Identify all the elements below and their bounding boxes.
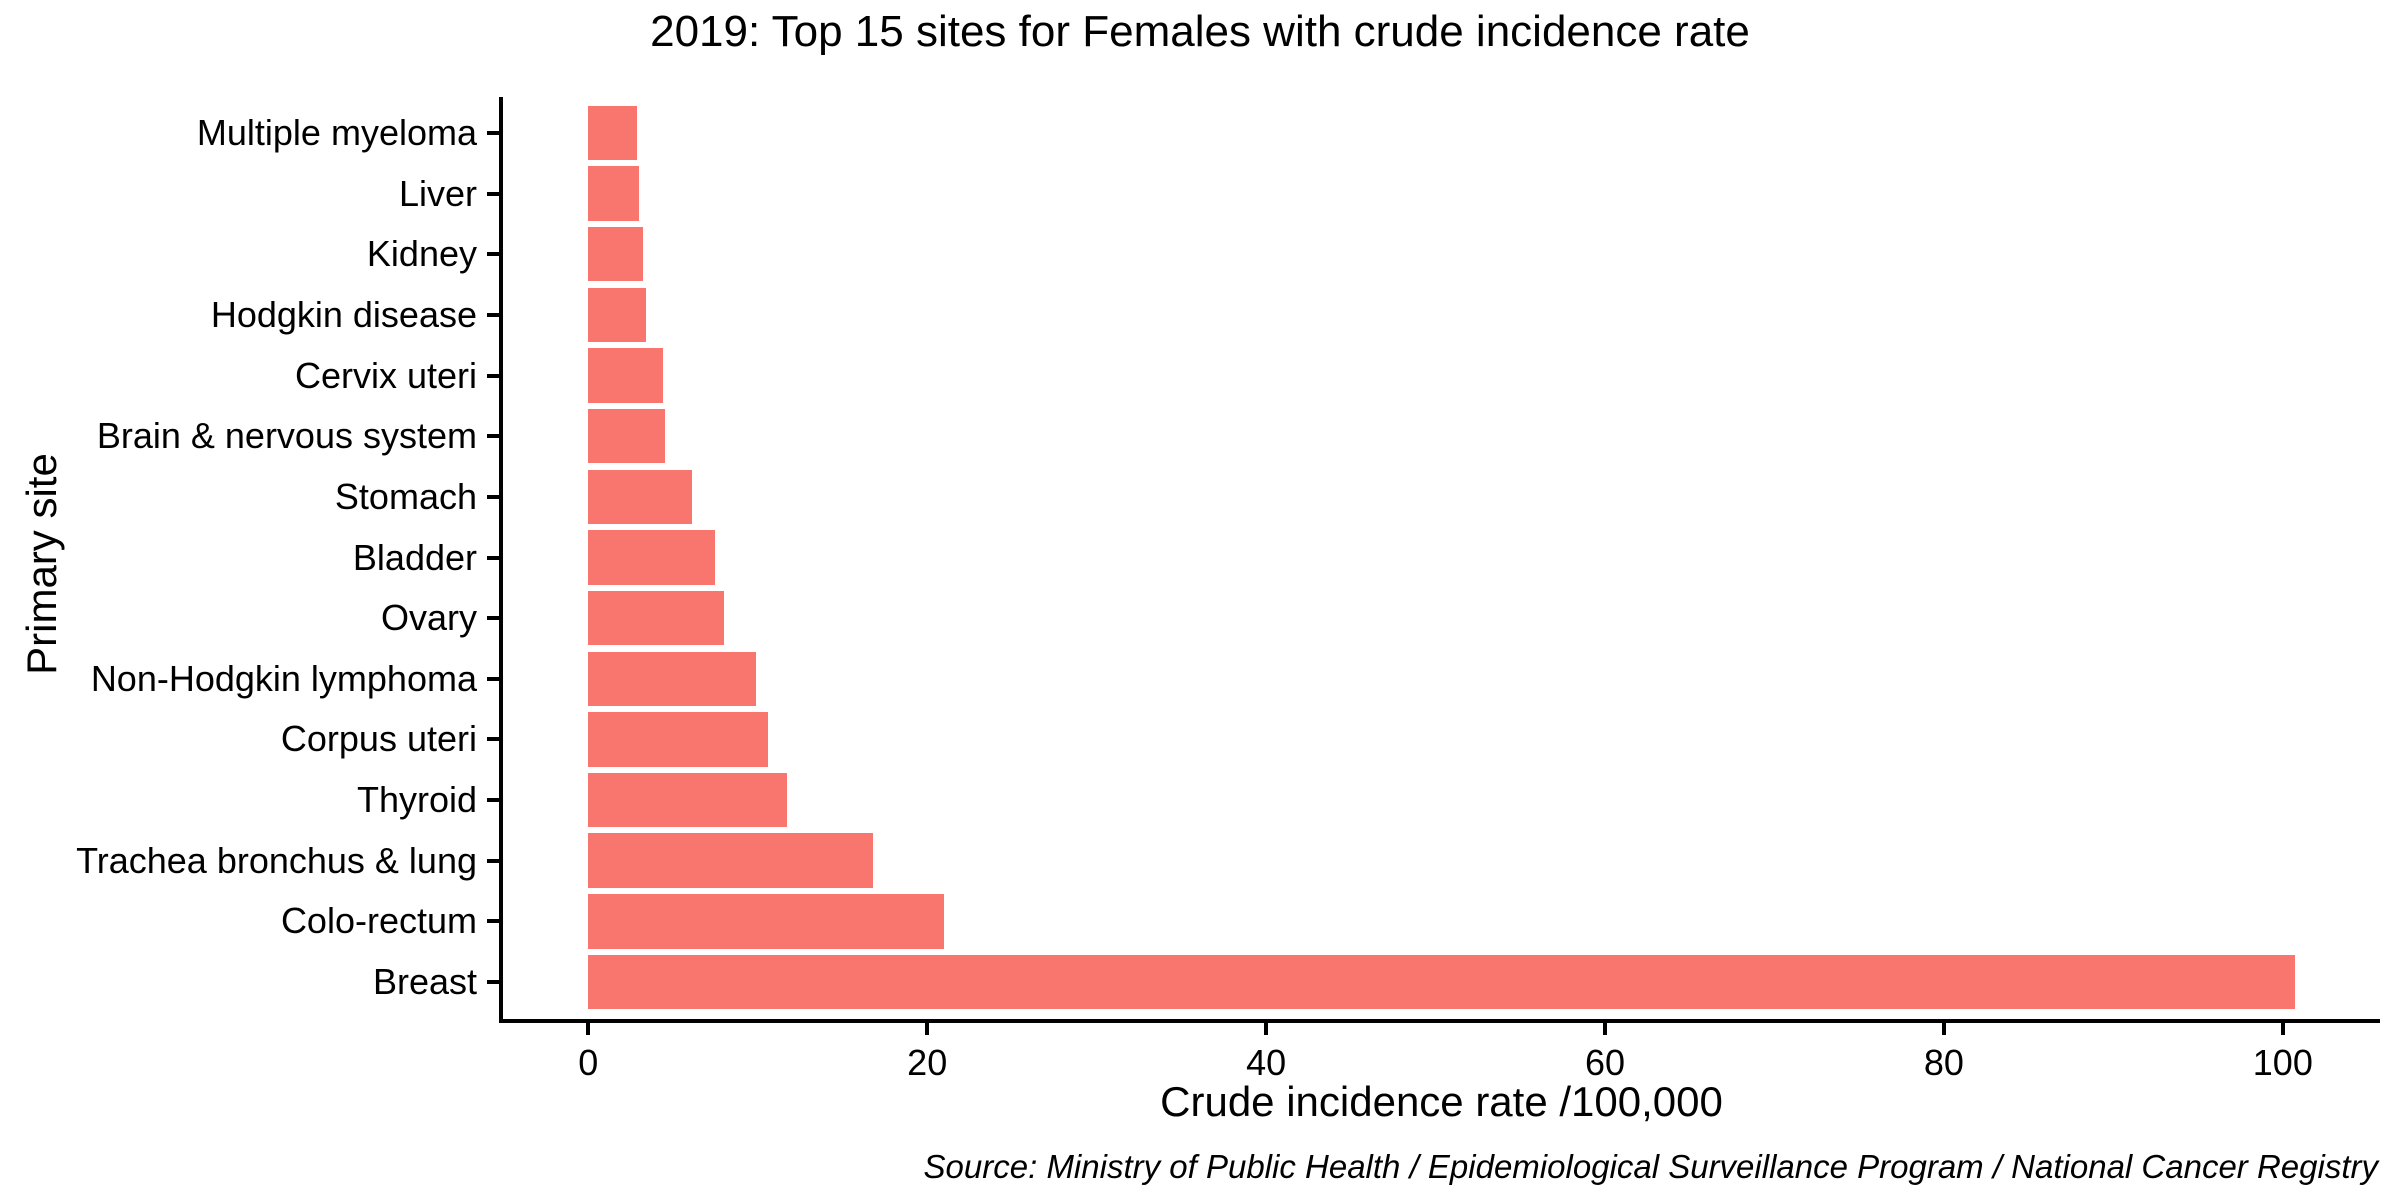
y-tick-mark xyxy=(487,737,499,742)
bar xyxy=(588,954,2295,1010)
y-tick-label: Breast xyxy=(372,961,477,1003)
bar xyxy=(588,894,945,949)
x-tick-label: 0 xyxy=(578,1041,599,1083)
bar xyxy=(588,469,692,525)
x-axis-title: Crude incidence rate /100,000 xyxy=(1160,1078,1723,1125)
y-tick-mark xyxy=(487,373,499,378)
y-tick-label: Stomach xyxy=(334,475,477,517)
y-tick-label: Kidney xyxy=(366,233,477,275)
y-tick-label: Colo-rectum xyxy=(280,900,477,942)
bar xyxy=(588,226,643,282)
y-tick-label: Trachea bronchus & lung xyxy=(76,839,477,881)
y-tick-mark xyxy=(487,919,499,924)
bar xyxy=(588,833,873,889)
y-tick-mark xyxy=(487,616,499,621)
y-tick-mark xyxy=(487,555,499,560)
y-tick-mark xyxy=(487,676,499,681)
bar xyxy=(588,712,768,767)
y-tick-mark xyxy=(487,252,499,257)
y-tick-mark xyxy=(487,494,499,499)
y-tick-label: Hodgkin disease xyxy=(210,293,477,335)
y-axis-line xyxy=(499,96,503,1023)
source-note: Source: Ministry of Public Health / Epid… xyxy=(923,1148,2378,1185)
x-tick-mark xyxy=(1264,1022,1269,1035)
bar xyxy=(588,287,646,343)
x-tick-label: 40 xyxy=(1246,1041,1287,1083)
y-tick-label: Ovary xyxy=(380,597,477,639)
bar xyxy=(588,348,663,403)
chart-title: 2019: Top 15 sites for Females with crud… xyxy=(650,7,1750,56)
x-tick-mark xyxy=(1603,1022,1608,1035)
x-tick-mark xyxy=(2280,1022,2285,1035)
y-tick-label: Bladder xyxy=(352,536,477,578)
bar xyxy=(588,408,665,464)
bar xyxy=(588,590,724,646)
y-tick-label: Liver xyxy=(398,172,477,214)
bar xyxy=(588,166,640,221)
x-tick-label: 80 xyxy=(1923,1041,1964,1083)
x-axis-line xyxy=(499,1018,2380,1023)
y-tick-mark xyxy=(487,191,499,196)
y-tick-label: Corpus uteri xyxy=(280,718,477,760)
y-tick-label: Cervix uteri xyxy=(294,354,477,396)
y-tick-mark xyxy=(487,130,499,135)
x-tick-label: 100 xyxy=(2252,1041,2313,1083)
y-tick-mark xyxy=(487,980,499,985)
bar xyxy=(588,772,787,828)
y-tick-mark xyxy=(487,312,499,317)
y-tick-mark xyxy=(487,434,499,439)
y-tick-mark xyxy=(487,798,499,803)
x-tick-mark xyxy=(1941,1022,1946,1035)
y-tick-label: Brain & nervous system xyxy=(96,415,477,457)
bar xyxy=(588,651,757,707)
x-tick-mark xyxy=(925,1022,930,1035)
y-tick-mark xyxy=(487,858,499,863)
x-tick-label: 60 xyxy=(1584,1041,1626,1083)
x-tick-mark xyxy=(586,1022,591,1035)
y-tick-label: Thyroid xyxy=(356,779,477,821)
bar xyxy=(588,530,716,585)
bar xyxy=(588,105,638,161)
y-tick-label: Non-Hodgkin lymphoma xyxy=(90,657,477,699)
x-tick-label: 20 xyxy=(907,1041,948,1083)
y-tick-label: Multiple myeloma xyxy=(196,111,477,153)
